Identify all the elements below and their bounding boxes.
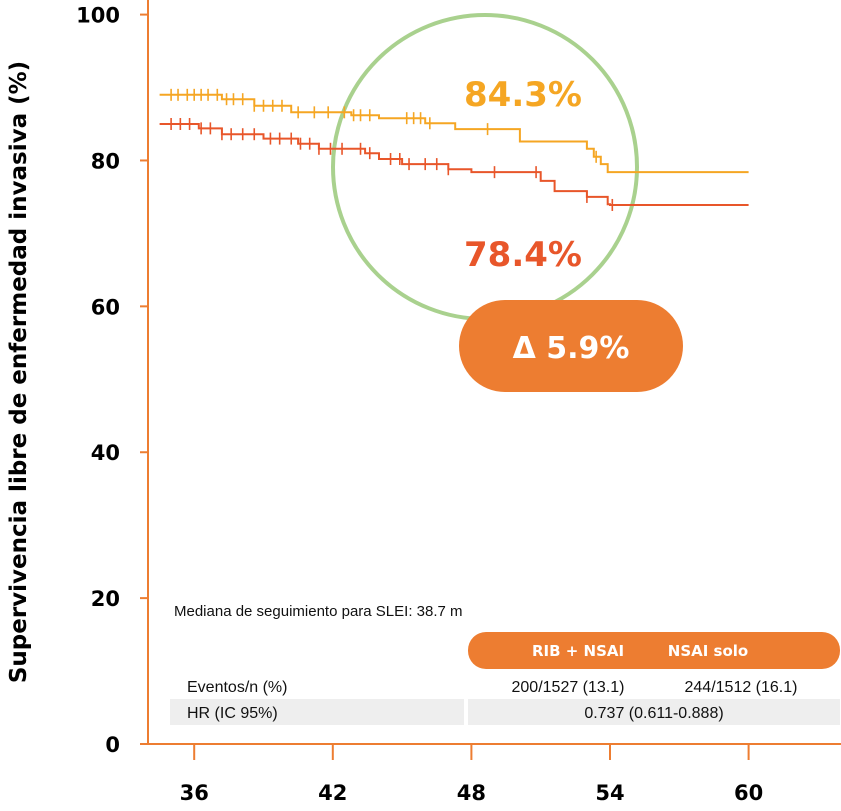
y-axis-label: Supervivencia libre de enfermedad invasi… bbox=[6, 61, 32, 683]
x-tick-label: 54 bbox=[595, 781, 624, 805]
table-header-bar bbox=[468, 632, 840, 669]
table-row-events-label: Eventos/n (%) bbox=[187, 679, 287, 696]
series-1-label: 84.3% bbox=[464, 75, 582, 115]
x-tick-label: 42 bbox=[318, 781, 347, 805]
delta-label: Δ 5.9% bbox=[513, 331, 630, 366]
table-row-hr-bg-right bbox=[468, 699, 840, 725]
y-tick-label: 80 bbox=[91, 149, 120, 173]
table-row-events-rib: 200/1527 (13.1) bbox=[512, 679, 625, 696]
x-tick-label: 60 bbox=[734, 781, 763, 805]
y-tick-label: 40 bbox=[91, 441, 120, 465]
table-header-nsai-solo: NSAI solo bbox=[668, 642, 748, 660]
y-tick-label: 0 bbox=[105, 733, 120, 757]
table-row-events-nsai: 244/1512 (16.1) bbox=[685, 679, 798, 696]
table-row-hr-value: 0.737 (0.611-0.888) bbox=[584, 705, 723, 722]
series-1-curve bbox=[159, 93, 749, 174]
table-row-hr-label: HR (IC 95%) bbox=[187, 705, 278, 722]
y-tick-label: 100 bbox=[76, 4, 120, 28]
series-2-curve bbox=[159, 123, 749, 206]
x-tick-label: 48 bbox=[457, 781, 486, 805]
x-tick-label: 36 bbox=[180, 781, 209, 805]
table-header-rib-nsai: RIB + NSAI bbox=[532, 642, 624, 660]
table-row-hr-bg-left bbox=[170, 699, 464, 725]
y-tick-label: 20 bbox=[91, 587, 120, 611]
y-tick-label: 60 bbox=[91, 295, 120, 319]
delta-badge bbox=[459, 300, 683, 392]
series-2-label: 78.4% bbox=[464, 235, 582, 275]
median-followup-note: Mediana de seguimiento para SLEI: 38.7 m bbox=[174, 603, 463, 620]
